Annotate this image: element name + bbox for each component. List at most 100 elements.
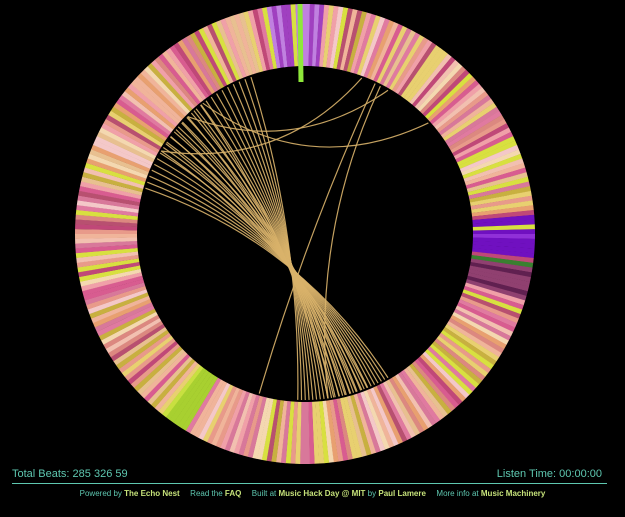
beat-segment[interactable] (75, 214, 138, 224)
beat-segment[interactable] (394, 373, 433, 429)
beat-segment[interactable] (466, 275, 528, 297)
beat-segment[interactable] (130, 79, 181, 125)
beat-segment[interactable] (312, 4, 320, 67)
beat-segment[interactable] (363, 18, 390, 78)
beat-segment[interactable] (78, 190, 141, 206)
beat-segment[interactable] (467, 176, 529, 196)
beat-segment[interactable] (343, 396, 363, 458)
beat-segment[interactable] (81, 176, 143, 196)
beat-segment[interactable] (424, 349, 473, 396)
beat-segment[interactable] (464, 162, 526, 186)
beat-segment[interactable] (113, 326, 168, 366)
beat-segment[interactable] (311, 401, 320, 464)
beat-segment[interactable] (75, 247, 138, 259)
beat-segment[interactable] (127, 340, 178, 385)
beat-segment[interactable] (315, 4, 325, 67)
beat-segment[interactable] (373, 386, 403, 445)
beat-segment[interactable] (143, 353, 190, 402)
beat-segment[interactable] (472, 234, 535, 240)
beat-segment[interactable] (116, 98, 170, 139)
beat-segment[interactable] (463, 158, 524, 183)
beat-segment[interactable] (75, 224, 138, 231)
beat-segment[interactable] (438, 332, 492, 374)
beat-segment[interactable] (150, 358, 196, 409)
beat-segment[interactable] (388, 377, 425, 434)
beat-segment[interactable] (87, 289, 148, 315)
echo-nest-link[interactable]: The Echo Nest (124, 489, 180, 498)
beat-segment[interactable] (472, 248, 535, 259)
beat-segment[interactable] (103, 118, 160, 154)
beat-segment[interactable] (427, 346, 476, 392)
paul-lamere-link[interactable]: Paul Lamere (378, 489, 426, 498)
beat-segment[interactable] (211, 21, 241, 81)
beat-segment[interactable] (325, 400, 339, 463)
beat-segment[interactable] (472, 237, 535, 244)
beat-segment[interactable] (98, 127, 157, 160)
beat-segment[interactable] (370, 21, 399, 81)
beat-segment[interactable] (211, 387, 240, 447)
beat-segment[interactable] (339, 397, 358, 460)
beat-segment[interactable] (78, 261, 140, 278)
beat-segment[interactable] (266, 6, 281, 69)
beat-segment[interactable] (329, 399, 344, 462)
music-hack-day-link[interactable]: Music Hack Day @ MIT (278, 489, 366, 498)
beat-segment[interactable] (332, 399, 349, 461)
beat-segment[interactable] (406, 365, 448, 418)
beat-segment[interactable] (414, 358, 459, 409)
beat-ring[interactable] (75, 4, 535, 464)
beat-segment[interactable] (84, 282, 146, 306)
beat-segment[interactable] (96, 131, 155, 163)
beat-segment[interactable] (427, 76, 477, 122)
beat-segment[interactable] (397, 371, 437, 426)
beat-segment[interactable] (440, 329, 494, 370)
beat-segment[interactable] (461, 292, 521, 319)
beat-segment[interactable] (379, 382, 412, 441)
beat-segment[interactable] (189, 379, 225, 436)
beat-segment[interactable] (471, 255, 534, 268)
beat-segment[interactable] (75, 209, 138, 220)
beat-segment[interactable] (115, 329, 170, 370)
beat-segment[interactable] (261, 398, 277, 461)
beat-segment[interactable] (472, 214, 535, 224)
beat-segment[interactable] (110, 106, 166, 144)
beat-segment[interactable] (124, 338, 176, 381)
beat-segment[interactable] (417, 356, 463, 406)
beat-segment[interactable] (346, 395, 367, 457)
beat-segment[interactable] (140, 69, 188, 117)
beat-segment[interactable] (229, 392, 254, 453)
beat-segment[interactable] (91, 144, 151, 173)
beat-segment[interactable] (470, 190, 532, 207)
beat-segment[interactable] (465, 167, 527, 189)
beat-segment[interactable] (455, 305, 514, 337)
beat-segment[interactable] (432, 83, 483, 128)
beat-segment[interactable] (77, 195, 140, 210)
beat-segment[interactable] (411, 361, 456, 412)
beat-segment[interactable] (290, 4, 299, 67)
beat-segment[interactable] (238, 394, 260, 456)
beat-segment[interactable] (280, 4, 292, 67)
beat-segment[interactable] (468, 268, 530, 287)
beat-segment[interactable] (162, 50, 204, 103)
beat-segment[interactable] (400, 369, 441, 424)
beat-segment[interactable] (339, 9, 358, 71)
beat-segment[interactable] (194, 30, 228, 87)
beat-segment[interactable] (379, 27, 412, 86)
beat-segment[interactable] (190, 32, 225, 89)
beat-segment[interactable] (304, 401, 310, 464)
beat-segment[interactable] (472, 219, 535, 228)
beat-segment[interactable] (429, 343, 480, 389)
beat-segment[interactable] (76, 204, 139, 217)
beat-segment[interactable] (429, 80, 480, 125)
beat-segment[interactable] (363, 390, 390, 450)
beat-segment[interactable] (471, 251, 534, 264)
beat-segment[interactable] (346, 11, 368, 73)
beat-segment[interactable] (366, 388, 395, 448)
beat-segment[interactable] (462, 153, 523, 179)
beat-segment[interactable] (101, 122, 158, 157)
beat-segment[interactable] (350, 12, 372, 74)
beat-segment[interactable] (243, 11, 264, 73)
beat-segment[interactable] (448, 114, 505, 151)
beat-segment[interactable] (271, 400, 284, 463)
beat-segment[interactable] (91, 295, 151, 324)
beat-segment[interactable] (82, 275, 144, 296)
